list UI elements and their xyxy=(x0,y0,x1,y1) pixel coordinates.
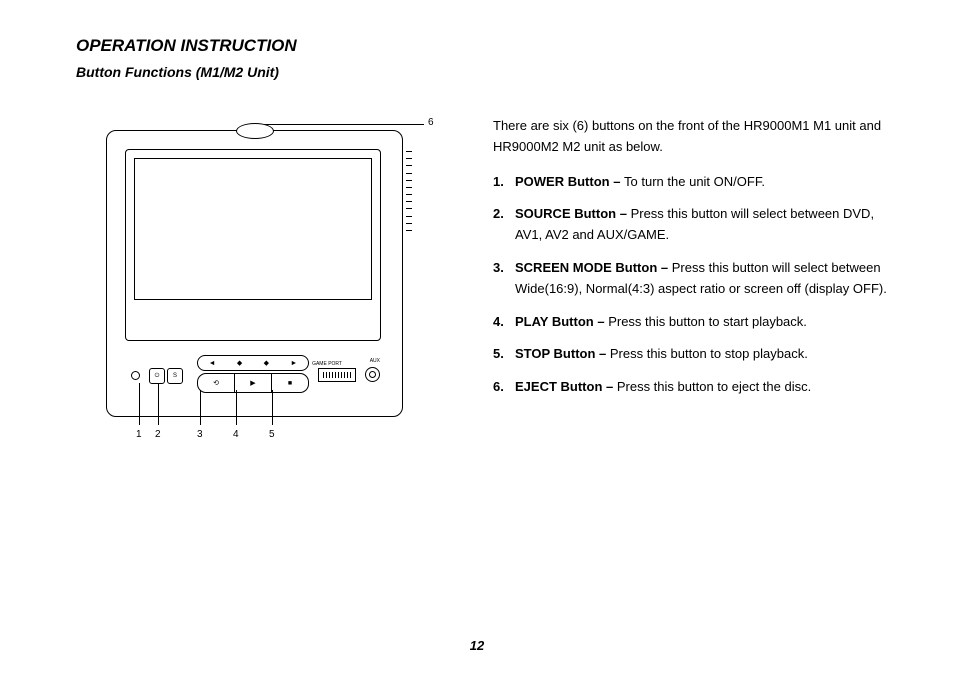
list-item: 2. SOURCE Button – Press this button wil… xyxy=(493,204,888,246)
item-desc: Press this button to start playback. xyxy=(608,314,807,329)
item-body: EJECT Button – Press this button to ejec… xyxy=(515,377,888,398)
page-number: 12 xyxy=(470,638,484,653)
item-num: 4. xyxy=(493,312,515,333)
device-bezel xyxy=(125,149,381,341)
callout-2-num: 2 xyxy=(155,429,161,440)
item-desc: Press this button to stop playback. xyxy=(610,346,808,361)
item-body: SCREEN MODE Button – Press this button w… xyxy=(515,258,888,300)
callout-3-num: 3 xyxy=(197,429,203,440)
list-item: 3. SCREEN MODE Button – Press this butto… xyxy=(493,258,888,300)
aux-label: AUX xyxy=(370,358,380,364)
dpad-right-icon: ► xyxy=(290,360,297,367)
item-num: 5. xyxy=(493,344,515,365)
item-label: SOURCE Button – xyxy=(515,206,631,221)
item-body: POWER Button – To turn the unit ON/OFF. xyxy=(515,172,888,193)
screen-mode-button-icon: ⟲ xyxy=(198,374,235,392)
callout-5-num: 5 xyxy=(269,429,275,440)
source-button-icon: S xyxy=(167,368,183,384)
device-vent xyxy=(406,151,412,231)
item-desc: Press this button to eject the disc. xyxy=(617,379,811,394)
callout-6-num: 6 xyxy=(428,117,434,128)
callout-4-num: 4 xyxy=(233,429,239,440)
device-screen xyxy=(134,158,372,300)
text-column: There are six (6) buttons on the front o… xyxy=(493,116,888,410)
aux-jack-icon xyxy=(365,367,380,382)
callout-3-line xyxy=(200,390,201,425)
power-button-icon: ⏻ xyxy=(149,368,165,384)
list-item: 1. POWER Button – To turn the unit ON/OF… xyxy=(493,172,888,193)
callout-1-line xyxy=(139,383,140,425)
device-outline: ⏻ S ◄ ◆ ◆ ► ⟲ ▶ ■ GAME PORT AUX xyxy=(106,130,403,417)
media-row: ⟲ ▶ ■ xyxy=(197,373,309,393)
item-num: 6. xyxy=(493,377,515,398)
gameport-icon xyxy=(318,368,356,382)
dpad-dot1-icon: ◆ xyxy=(237,359,242,367)
stop-button-icon: ■ xyxy=(272,374,308,392)
item-label: POWER Button – xyxy=(515,174,624,189)
item-body: STOP Button – Press this button to stop … xyxy=(515,344,888,365)
item-label: SCREEN MODE Button – xyxy=(515,260,672,275)
dpad-left-icon: ◄ xyxy=(209,360,216,367)
item-body: SOURCE Button – Press this button will s… xyxy=(515,204,888,246)
item-label: STOP Button – xyxy=(515,346,610,361)
device-bump xyxy=(236,123,274,139)
dpad-dot2-icon: ◆ xyxy=(264,359,269,367)
page-subtitle: Button Functions (M1/M2 Unit) xyxy=(76,64,279,80)
item-label: PLAY Button – xyxy=(515,314,608,329)
item-num: 1. xyxy=(493,172,515,193)
button-list: 1. POWER Button – To turn the unit ON/OF… xyxy=(493,172,888,398)
play-button-icon: ▶ xyxy=(235,374,272,392)
callout-5-line xyxy=(272,390,273,425)
item-label: EJECT Button – xyxy=(515,379,617,394)
item-num: 3. xyxy=(493,258,515,300)
list-item: 6. EJECT Button – Press this button to e… xyxy=(493,377,888,398)
manual-page: OPERATION INSTRUCTION Button Functions (… xyxy=(0,0,954,673)
gameport-label: GAME PORT xyxy=(312,361,342,367)
button-panel: ⏻ S ◄ ◆ ◆ ► ⟲ ▶ ■ GAME PORT AUX xyxy=(125,353,384,403)
callout-1-num: 1 xyxy=(136,429,142,440)
callout-2-line xyxy=(158,383,159,425)
list-item: 5. STOP Button – Press this button to st… xyxy=(493,344,888,365)
callout-4-line xyxy=(236,390,237,425)
dpad-icon: ◄ ◆ ◆ ► xyxy=(197,355,309,371)
item-body: PLAY Button – Press this button to start… xyxy=(515,312,888,333)
callout-6-hline xyxy=(254,124,424,125)
item-num: 2. xyxy=(493,204,515,246)
ir-sensor-icon xyxy=(131,371,140,380)
item-desc: To turn the unit ON/OFF. xyxy=(624,174,765,189)
list-item: 4. PLAY Button – Press this button to st… xyxy=(493,312,888,333)
page-title: OPERATION INSTRUCTION xyxy=(76,36,297,56)
device-figure: 6 ⏻ S ◄ ◆ ◆ ► ⟲ ▶ xyxy=(76,115,446,445)
intro-text: There are six (6) buttons on the front o… xyxy=(493,116,888,158)
